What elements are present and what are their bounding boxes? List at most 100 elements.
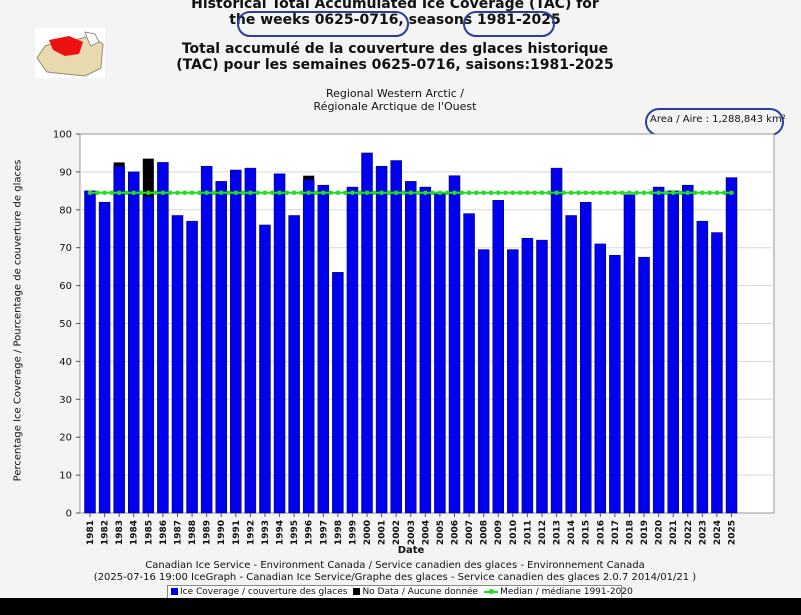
median-point: [495, 190, 501, 196]
bar-nodata-1985: [142, 158, 154, 197]
y-tick-label: 80: [59, 205, 72, 216]
bar-ice-2006: [448, 175, 461, 514]
footer-line2: (2025-07-16 19:00 IceGraph - Canadian Ic…: [93, 572, 697, 583]
bar-ice-1998: [332, 272, 344, 514]
y-tick-label: 70: [59, 243, 72, 254]
median-point: [598, 190, 603, 196]
x-tick-label: 1993: [261, 520, 271, 545]
median-point: [685, 190, 691, 196]
median-point: [357, 190, 363, 196]
x-tick-label: 2008: [480, 520, 490, 545]
bar-ice-2012: [536, 239, 548, 514]
x-tick-label: 1996: [305, 520, 315, 545]
bar-ice-1994: [273, 173, 286, 514]
median-point: [517, 190, 523, 196]
median-point: [437, 190, 443, 196]
bar-ice-1991: [230, 169, 242, 514]
bar-ice-1984: [127, 171, 140, 514]
median-point: [240, 190, 246, 196]
y-tick-label: 40: [59, 357, 72, 368]
median-point: [554, 190, 559, 196]
median-point: [408, 190, 414, 196]
x-tick-label: 2025: [728, 520, 738, 545]
y-tick-label: 90: [59, 167, 72, 178]
median-point: [248, 190, 253, 196]
median-point: [342, 190, 348, 196]
median-point: [131, 190, 137, 196]
x-tick-label: 2011: [523, 520, 533, 545]
title-en-line1: Historical Total Accumulated Ice Coverag…: [191, 0, 599, 12]
median-point: [313, 190, 319, 196]
median-point: [226, 190, 231, 196]
x-tick-label: 2014: [567, 520, 577, 545]
x-tick-label: 1990: [217, 520, 227, 545]
median-point: [401, 190, 406, 196]
median-point: [306, 190, 312, 196]
median-point: [204, 190, 209, 196]
bar-ice-2014: [565, 215, 577, 514]
x-tick-label: 1992: [246, 520, 256, 545]
bar-nodata-1983: [113, 162, 125, 167]
legend-label-ice: Ice Coverage / couverture des glaces: [180, 587, 348, 597]
bar-ice-2009: [492, 200, 504, 514]
median-point: [299, 190, 304, 196]
bar-ice-1985: [142, 196, 155, 514]
median-point: [605, 190, 610, 196]
x-tick-label: 2022: [684, 520, 694, 545]
area-label: Area / Aire : 1,288,843 km²: [650, 114, 786, 125]
bar-ice-2001: [375, 165, 388, 514]
median-point: [262, 190, 268, 196]
median-point: [146, 190, 151, 196]
y-tick-label: 100: [53, 130, 72, 141]
median-point: [663, 190, 669, 196]
median-point: [160, 190, 166, 196]
x-tick-label: 1994: [276, 520, 286, 545]
bar-ice-1995: [288, 215, 300, 514]
median-point: [102, 190, 107, 196]
title-fr-line2: (TAC) pour les semaines 0625-0716, saiso…: [176, 57, 614, 73]
y-tick-label: 20: [59, 433, 72, 444]
median-point: [656, 190, 661, 196]
median-point: [452, 190, 457, 196]
x-tick-label: 1995: [290, 520, 300, 545]
median-point: [488, 190, 494, 196]
median-point: [532, 190, 537, 196]
median-point: [627, 190, 632, 196]
bar-ice-2000: [361, 152, 373, 514]
x-tick-label: 1988: [188, 520, 198, 545]
median-point: [116, 190, 122, 196]
x-tick-label: 1987: [173, 520, 183, 545]
median-point: [466, 190, 472, 196]
x-tick-label: 1989: [203, 520, 213, 545]
annotation-oval-seasons: [463, 11, 555, 37]
median-point: [350, 190, 355, 196]
x-tick-label: 2013: [553, 520, 563, 545]
bar-ice-2015: [579, 201, 592, 514]
median-point: [430, 190, 435, 196]
x-tick-label: 2017: [611, 520, 621, 545]
median-point: [503, 190, 508, 196]
median-point: [233, 190, 239, 196]
median-point: [568, 190, 574, 196]
chart-legend: Ice Coverage / couverture des glaces No …: [167, 585, 633, 599]
legend-item-nodata: No Data / Aucune donnée: [353, 587, 478, 597]
bar-nodata-1996: [303, 175, 315, 180]
median-point: [255, 190, 260, 196]
median-point: [364, 190, 370, 196]
median-point: [335, 190, 341, 196]
bar-ice-1988: [186, 220, 198, 514]
y-tick-label: 30: [59, 395, 72, 406]
median-point: [714, 190, 720, 196]
x-tick-label: 1998: [334, 520, 344, 545]
region-map-icon: [35, 28, 105, 78]
bar-ice-2005: [434, 192, 446, 514]
bar-ice-2022: [682, 184, 694, 514]
median-point: [692, 190, 698, 196]
median-point: [328, 190, 333, 196]
x-tick-label: 1982: [101, 520, 111, 545]
median-point: [189, 190, 195, 196]
legend-item-median: Median / médiane 1991-2020: [484, 587, 633, 597]
median-point: [561, 190, 567, 196]
x-tick-label: 1997: [319, 520, 329, 545]
median-point: [386, 190, 392, 196]
